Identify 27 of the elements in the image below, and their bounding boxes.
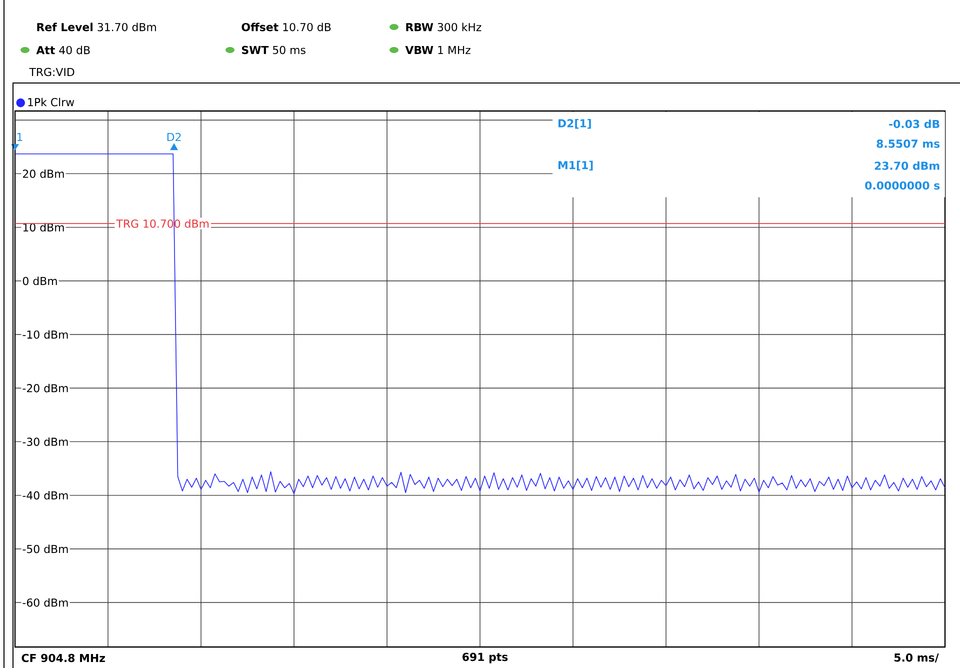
y-tick-label: -40 dBm <box>22 491 68 500</box>
text: SWT 50 ms <box>242 46 306 54</box>
text: 5.0 ms/ <box>894 653 939 663</box>
y-tick-label: -50 dBm <box>22 544 68 554</box>
annotation: -0.03 dB <box>889 120 940 128</box>
annotation: 0.0000000 s <box>865 181 940 190</box>
annotation: D2[1] <box>558 118 591 129</box>
annotation: D2 <box>167 132 181 141</box>
y-tick-label: -60 dBm <box>22 598 68 607</box>
text: RBW 300 kHz <box>406 22 482 32</box>
text: TRG:VID <box>29 68 74 76</box>
y-tick-label: -10 dBm <box>22 330 68 339</box>
text: 691 pts <box>462 652 508 664</box>
annotation: 8.5507 ms <box>876 140 940 148</box>
text: Offset 10.70 dB <box>242 22 331 32</box>
annotation: 23.70 dBm <box>874 161 940 170</box>
text: Att 40 dB <box>36 46 90 54</box>
legend-label: 1Pk Clrw <box>28 98 74 106</box>
annotation: 1 <box>17 133 22 141</box>
y-tick-label: 0 dBm <box>22 276 57 286</box>
text: Ref Level 31.70 dBm <box>37 22 156 32</box>
text: VBW 1 MHz <box>405 46 470 54</box>
y-tick-label: 20 dBm <box>23 169 64 178</box>
text: CF 904.8 MHz <box>22 654 105 662</box>
y-tick-label: -30 dBm <box>22 437 68 446</box>
y-tick-label: -20 dBm <box>22 384 68 392</box>
annotation: M1[1] <box>558 160 593 171</box>
